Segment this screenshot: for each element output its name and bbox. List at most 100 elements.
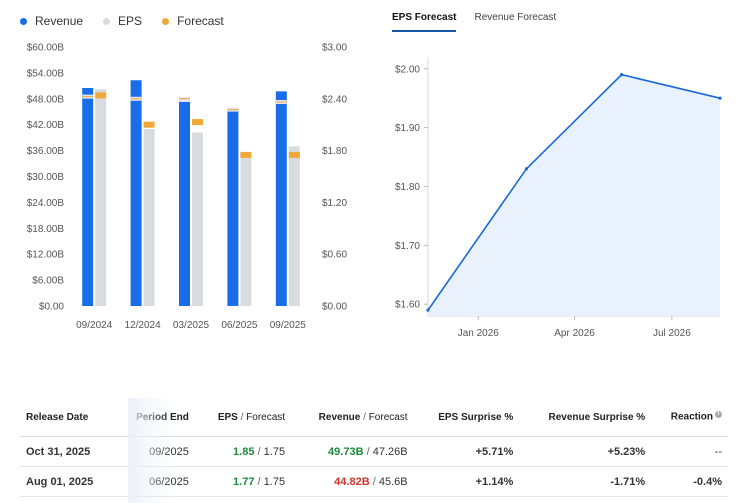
period-end-cell: 09/2025 xyxy=(116,436,195,467)
revenue-cell: 44.82B / 45.6B xyxy=(291,466,414,497)
col-reaction[interactable]: Reaction i xyxy=(651,398,728,437)
x-axis-tick-label: 12/2024 xyxy=(125,320,162,331)
left-axis-tick-label: $30.00B xyxy=(27,172,65,183)
separator: / xyxy=(366,445,370,458)
y-axis-tick-label: $1.60 xyxy=(395,300,420,311)
left-axis-tick-label: $12.00B xyxy=(27,250,65,261)
col-eps-surprise[interactable]: EPS Surprise % xyxy=(413,398,520,437)
col-separator: / xyxy=(363,411,366,423)
right-axis-tick-label: $0.00 xyxy=(322,302,347,313)
x-axis-tick-label: Jan 2026 xyxy=(458,328,500,339)
right-axis-tick-label: $2.40 xyxy=(322,94,347,105)
left-axis-tick-label: $24.00B xyxy=(27,198,65,209)
eps-forecast-marker xyxy=(95,92,107,99)
y-axis-tick-label: $1.70 xyxy=(395,241,420,252)
revenue-forecast-line xyxy=(130,98,142,100)
revenue-bar xyxy=(275,91,287,306)
revenue-value: 44.82B xyxy=(334,475,370,488)
col-revenue-label: Revenue xyxy=(318,411,361,423)
legend-item-forecast[interactable]: Forecast xyxy=(162,14,224,28)
eps-bar xyxy=(240,153,252,306)
legend-label: Revenue xyxy=(35,14,84,28)
separator: / xyxy=(257,475,261,488)
left-axis-tick-label: $48.00B xyxy=(27,94,65,105)
reaction-cell: -- xyxy=(651,436,728,467)
release-date-cell: Oct 31, 2025 xyxy=(20,436,117,467)
col-eps-forecast-label: Forecast xyxy=(246,411,286,423)
left-axis-tick-label: $60.00B xyxy=(27,43,65,54)
col-eps[interactable]: EPS / Forecast xyxy=(194,398,292,437)
eps-bar xyxy=(192,132,203,306)
eps-value: 1.85 xyxy=(233,445,255,458)
eps-forecast-marker xyxy=(288,151,300,158)
col-reaction-label: Reaction xyxy=(670,411,713,423)
eps-forecast-chart: $1.60 $1.70 $1.80 $1.90 $2.00 Jan 2026 Apr 202… xyxy=(395,57,722,339)
period-end-cell: 06/2025 xyxy=(116,466,195,497)
separator: / xyxy=(257,445,261,458)
eps-bar xyxy=(95,89,107,306)
left-axis-tick-label: $6.00B xyxy=(32,276,64,287)
eps-forecast-marker xyxy=(192,119,203,126)
left-axis-tick-label: $54.00B xyxy=(27,68,65,79)
eps-surprise-cell: +1.14% xyxy=(413,466,520,497)
tab-eps-forecast[interactable]: EPS Forecast xyxy=(392,12,457,32)
revenue-forecast-line xyxy=(227,109,239,111)
legend-item-revenue[interactable]: Revenue xyxy=(20,14,83,28)
revenue-cell: 49.73B / 47.26B xyxy=(291,436,414,467)
col-revenue-surprise[interactable]: Revenue Surprise % xyxy=(519,398,652,437)
x-axis-tick-label: Apr 2026 xyxy=(554,328,595,339)
right-axis-tick-label: $1.20 xyxy=(322,198,347,209)
legend-label: EPS xyxy=(118,14,143,28)
eps-forecast-point xyxy=(619,73,624,77)
table-row: Oct 31, 2025 09/2025 1.85 / 1.75 49.73B … xyxy=(20,436,728,467)
eps-forecast-line xyxy=(427,73,721,311)
left-axis-tick-label: $0.00 xyxy=(39,302,64,313)
table-row: Aug 01, 2025 06/2025 1.77 / 1.75 44.82B … xyxy=(20,466,728,497)
reaction-cell: -0.4% xyxy=(651,466,728,497)
earnings-bar-chart: $0.00 $6.00B $12.00B $18.00B $24.00B $30.00B $… xyxy=(27,43,348,332)
legend-label: Forecast xyxy=(177,14,224,28)
info-icon[interactable]: i xyxy=(715,411,722,419)
eps-forecast-point xyxy=(718,96,722,100)
revenue-bar xyxy=(179,101,190,307)
earnings-table: Release Date Period End EPS / Forecast R… xyxy=(20,398,728,497)
release-date-cell: Aug 01, 2025 xyxy=(20,466,117,497)
eps-cell: 1.77 / 1.75 xyxy=(194,466,292,497)
y-axis-tick-label: $1.80 xyxy=(395,182,420,193)
eps-forecast-marker xyxy=(240,151,252,158)
revenue-bar xyxy=(82,88,94,306)
col-eps-label: EPS xyxy=(217,411,238,423)
eps-forecast-point xyxy=(524,167,529,171)
revenue-value: 49.73B xyxy=(328,445,364,458)
eps-forecast-value: 1.75 xyxy=(263,475,286,488)
x-axis-tick-label: 03/2025 xyxy=(173,320,210,331)
revenue-forecast-line xyxy=(275,101,287,103)
tab-revenue-forecast[interactable]: Revenue Forecast xyxy=(474,12,557,23)
right-axis-tick-label: $3.00 xyxy=(322,43,347,54)
forecast-tabs: EPS Forecast Revenue Forecast xyxy=(392,12,556,32)
revenue-bar xyxy=(130,80,142,306)
revenue-surprise-cell: +5.23% xyxy=(519,436,652,467)
x-axis-tick-label: 09/2024 xyxy=(76,320,113,331)
col-period-end[interactable]: Period End xyxy=(116,398,195,437)
right-axis-tick-label: $0.60 xyxy=(322,250,347,261)
revenue-forecast-value: 45.6B xyxy=(378,475,408,488)
right-axis-tick-label: $1.80 xyxy=(322,146,347,157)
x-axis-tick-label: Jul 2026 xyxy=(653,328,691,339)
x-axis-tick-label: 06/2025 xyxy=(221,320,258,331)
left-axis-tick-label: $42.00B xyxy=(27,120,65,131)
col-separator: / xyxy=(240,411,244,423)
eps-forecast-point xyxy=(426,308,430,312)
eps-surprise-cell: +5.71% xyxy=(413,436,520,467)
eps-forecast-marker xyxy=(143,121,155,128)
revenue-dot-icon xyxy=(20,17,27,25)
legend-item-eps[interactable]: EPS xyxy=(103,14,142,28)
revenue-forecast-line xyxy=(179,98,190,100)
revenue-forecast-line xyxy=(82,96,94,98)
table-header-row: Release Date Period End EPS / Forecast R… xyxy=(20,398,728,437)
col-revenue[interactable]: Revenue / Forecast xyxy=(291,398,414,437)
col-release-date[interactable]: Release Date xyxy=(20,398,117,437)
x-axis-tick-label: 09/2025 xyxy=(270,320,307,331)
y-axis-tick-label: $1.90 xyxy=(395,123,420,134)
eps-bar xyxy=(288,146,300,306)
